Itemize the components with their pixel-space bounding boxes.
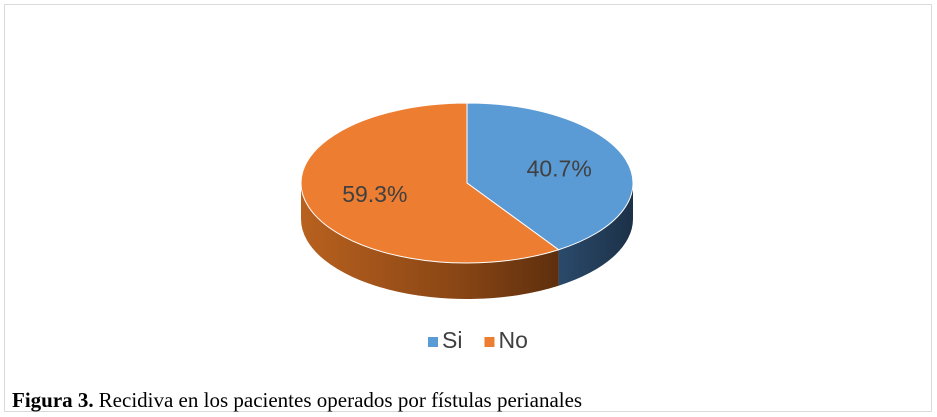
- legend-label: Si: [442, 327, 462, 353]
- data-label: 40.7%: [527, 155, 592, 181]
- legend-swatch: [484, 337, 495, 347]
- caption-text: Recidiva en los pacientes operados por f…: [99, 388, 582, 412]
- pie-side: [301, 183, 559, 300]
- legend-swatch: [428, 337, 438, 347]
- pie-slice: [300, 102, 560, 264]
- chart-frame: [4, 4, 932, 412]
- pie-side: [558, 183, 634, 286]
- data-label: 59.3%: [342, 181, 407, 207]
- figure-label: Figura 3.: [12, 388, 94, 412]
- legend-label: No: [498, 327, 527, 353]
- caption: Figura 3. Recidiva en los pacientes opera…: [12, 388, 582, 412]
